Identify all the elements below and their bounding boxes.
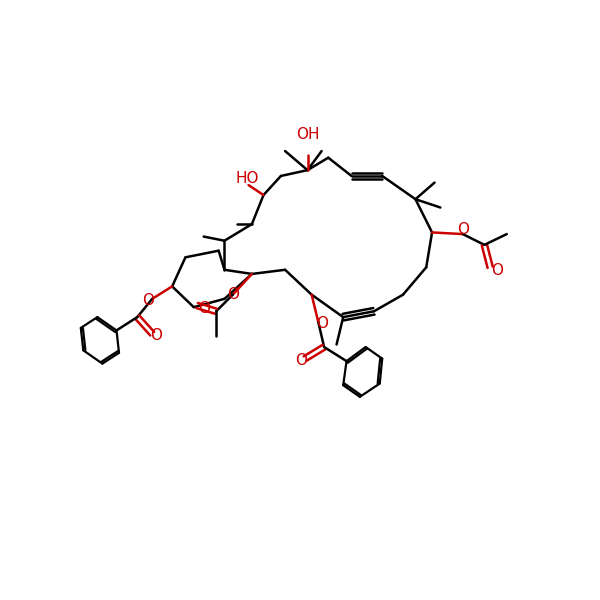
Text: O: O — [151, 328, 163, 343]
Text: O: O — [457, 223, 469, 238]
Text: O: O — [227, 287, 239, 302]
Text: O: O — [295, 353, 307, 368]
Text: O: O — [142, 293, 154, 308]
Text: O: O — [491, 263, 503, 278]
Text: OH: OH — [296, 127, 319, 142]
Text: O: O — [316, 316, 328, 331]
Text: HO: HO — [235, 171, 259, 186]
Text: O: O — [198, 301, 210, 316]
